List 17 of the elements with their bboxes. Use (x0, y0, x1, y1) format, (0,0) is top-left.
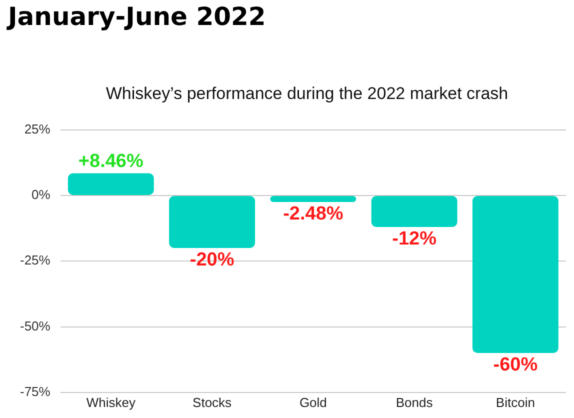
y-tick-label: -50% (20, 318, 51, 334)
y-tick-label: 0% (32, 187, 51, 202)
x-tick-label: Gold (299, 394, 327, 410)
x-tick-label: Bonds (396, 394, 434, 410)
data-label: -2.48% (283, 204, 344, 225)
x-tick-label: Whiskey (86, 394, 136, 410)
chart-title: January-June 2022 (8, 2, 266, 31)
data-label: -60% (493, 354, 538, 376)
chart-subtitle: Whiskey’s performance during the 2022 market crash (104, 84, 510, 104)
y-tick-label: 25% (24, 121, 51, 136)
data-label: -12% (392, 228, 437, 250)
y-tick-label: -75% (20, 384, 51, 399)
y-tick-label: -25% (20, 252, 51, 268)
x-tick-label: Bitcoin (496, 394, 535, 410)
x-tick-label: Stocks (192, 394, 232, 410)
data-label: +8.46% (78, 150, 144, 172)
data-label: -20% (190, 250, 234, 271)
